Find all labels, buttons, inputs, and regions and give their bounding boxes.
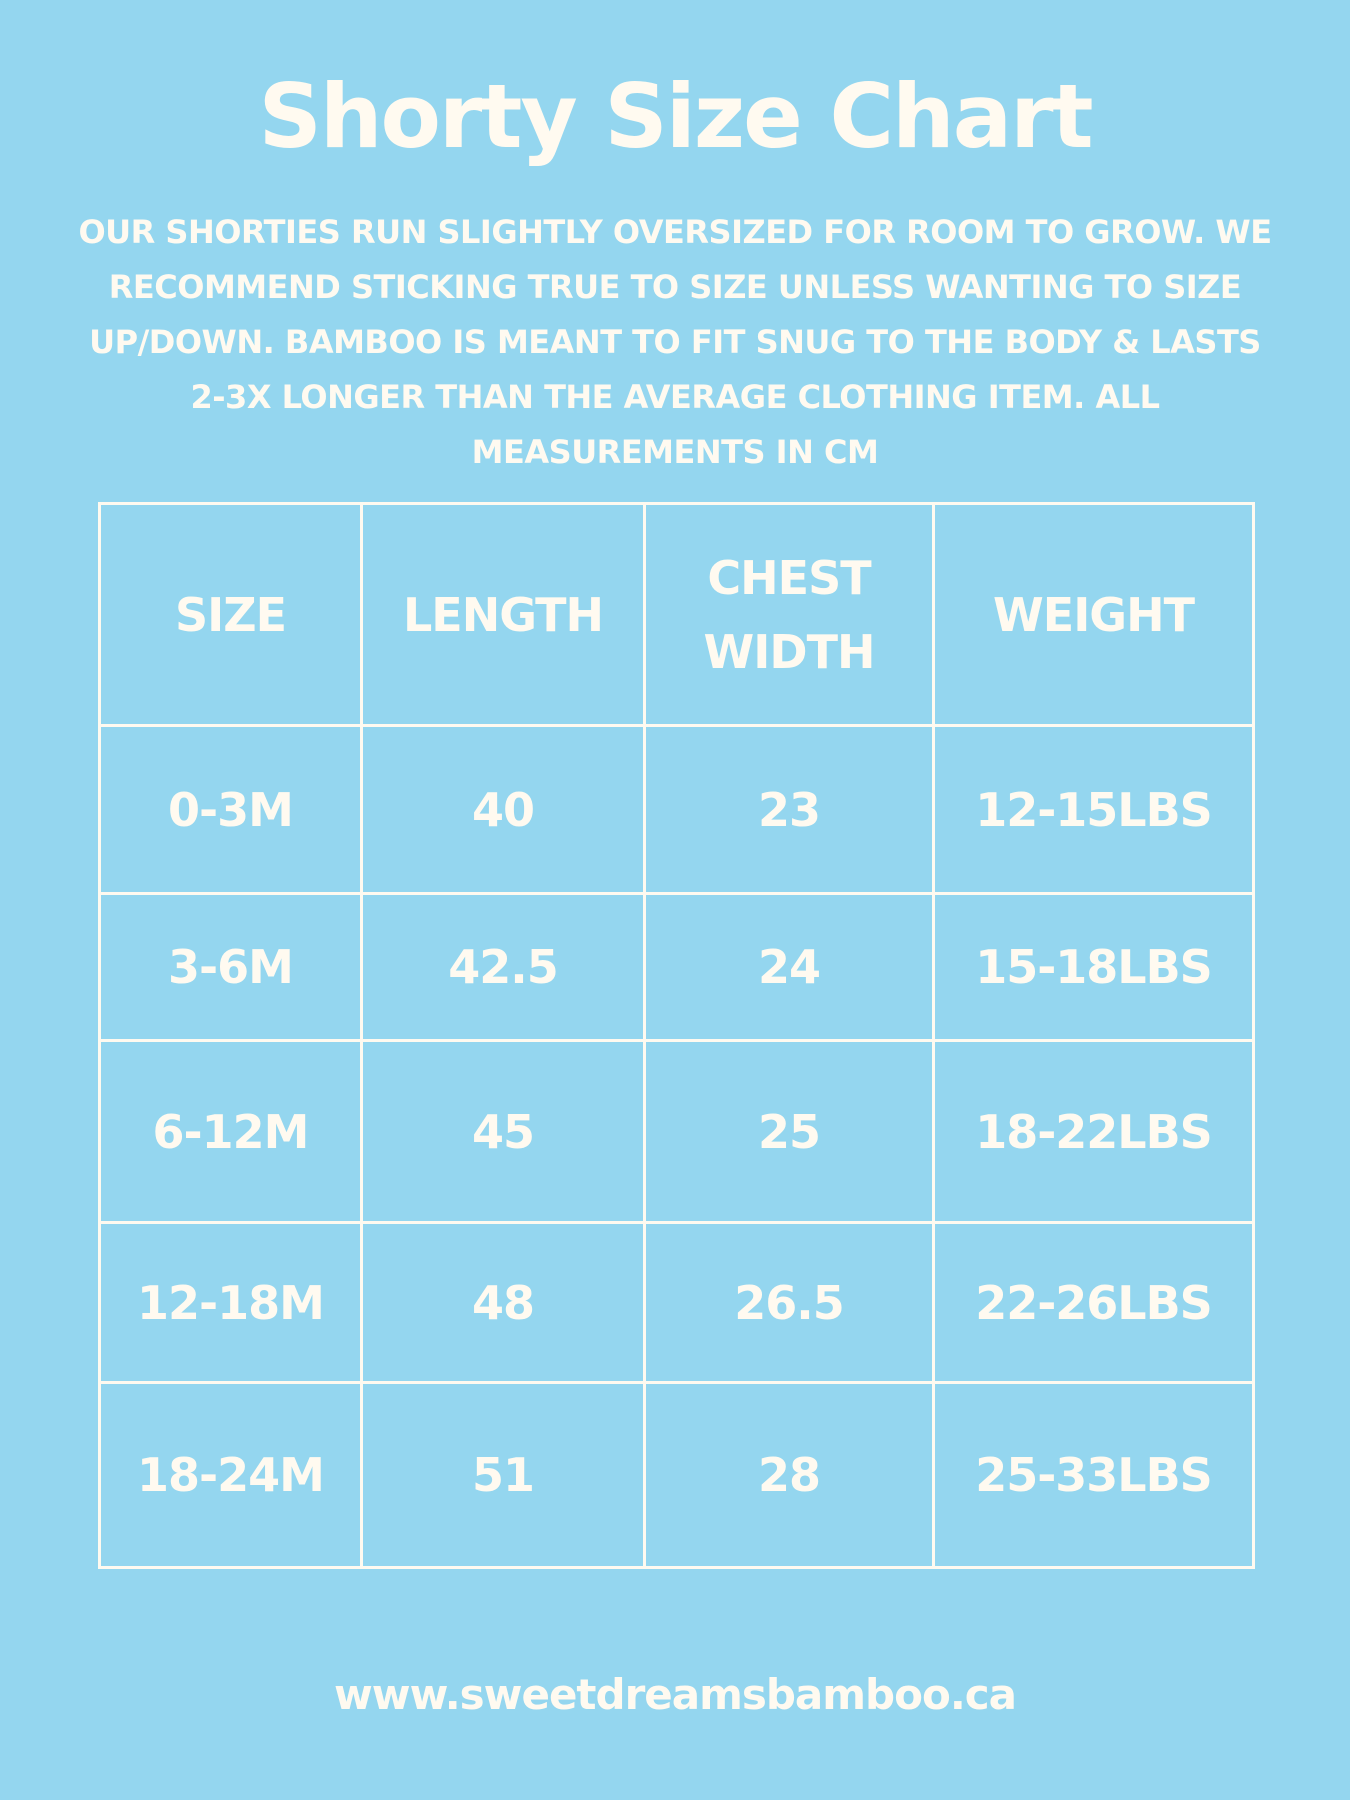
- cell-size: 12-18M: [98, 1221, 363, 1384]
- cell-chest: 28: [643, 1381, 935, 1569]
- header-chest-width: CHEST WIDTH: [643, 502, 935, 727]
- cell-length: 51: [360, 1381, 646, 1569]
- cell-size: 0-3M: [98, 724, 363, 895]
- cell-chest: 26.5: [643, 1221, 935, 1384]
- header-size: SIZE: [98, 502, 363, 727]
- header-length: LENGTH: [360, 502, 646, 727]
- cell-length: 42.5: [360, 892, 646, 1042]
- header-chest-line1: CHEST: [707, 550, 871, 605]
- cell-chest: 25: [643, 1039, 935, 1224]
- table-row: 18-24M 51 28 25-33LBS: [98, 1381, 1255, 1569]
- cell-weight: 12-15LBS: [932, 724, 1255, 895]
- table-row: 12-18M 48 26.5 22-26LBS: [98, 1221, 1255, 1384]
- cell-length: 45: [360, 1039, 646, 1224]
- size-table: SIZE LENGTH CHEST WIDTH WEIGHT 0-3M 40 2…: [98, 502, 1255, 1569]
- cell-size: 18-24M: [98, 1381, 363, 1569]
- cell-weight: 25-33LBS: [932, 1381, 1255, 1569]
- table-row: 3-6M 42.5 24 15-18LBS: [98, 892, 1255, 1042]
- header-weight: WEIGHT: [932, 502, 1255, 727]
- cell-weight: 18-22LBS: [932, 1039, 1255, 1224]
- cell-size: 6-12M: [98, 1039, 363, 1224]
- intro-text: OUR SHORTIES RUN SLIGHTLY OVERSIZED FOR …: [78, 213, 1272, 471]
- cell-size: 3-6M: [98, 892, 363, 1042]
- table-row: 0-3M 40 23 12-15LBS: [98, 724, 1255, 895]
- page-title: Shorty Size Chart: [258, 65, 1093, 168]
- cell-length: 40: [360, 724, 646, 895]
- header-chest-line2: WIDTH: [703, 624, 876, 679]
- cell-weight: 22-26LBS: [932, 1221, 1255, 1384]
- cell-length: 48: [360, 1221, 646, 1384]
- website-link[interactable]: www.sweetdreamsbamboo.ca: [333, 1670, 1017, 1719]
- cell-chest: 23: [643, 724, 935, 895]
- cell-weight: 15-18LBS: [932, 892, 1255, 1042]
- cell-chest: 24: [643, 892, 935, 1042]
- table-header-row: SIZE LENGTH CHEST WIDTH WEIGHT: [98, 502, 1255, 727]
- table-row: 6-12M 45 25 18-22LBS: [98, 1039, 1255, 1224]
